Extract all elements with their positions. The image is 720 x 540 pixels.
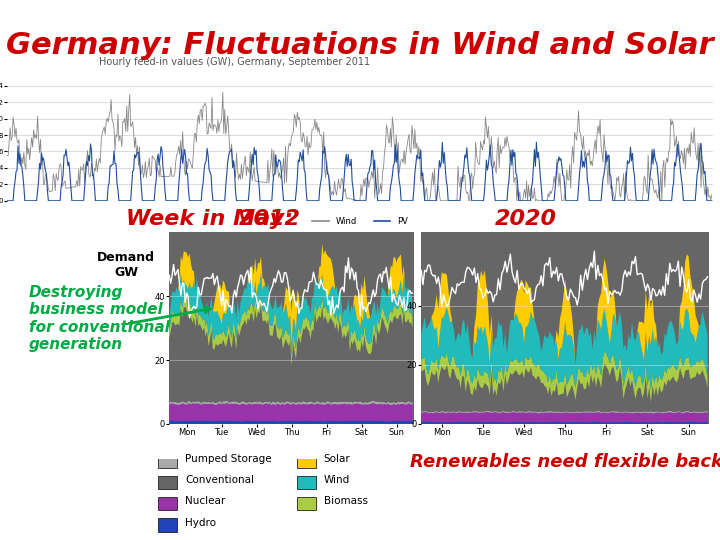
Text: 2020: 2020	[495, 208, 557, 229]
Wind	[708, 192, 716, 198]
PV	[16, 151, 24, 157]
Bar	[158, 455, 177, 468]
Bar	[297, 455, 315, 468]
Wind	[448, 198, 456, 204]
Wind	[160, 173, 168, 180]
Text: 2012: 2012	[239, 208, 301, 229]
Bar	[158, 497, 177, 510]
Text: Nuclear: Nuclear	[185, 496, 225, 507]
PV	[197, 198, 206, 204]
Text: Wind: Wind	[323, 475, 350, 485]
Bar	[158, 476, 177, 489]
Text: Germany: Fluctuations in Wind and Solar: Germany: Fluctuations in Wind and Solar	[6, 31, 714, 60]
Text: Hourly feed-in values (GW), Germany, September 2011: Hourly feed-in values (GW), Germany, Sep…	[99, 57, 370, 67]
Bar	[297, 476, 315, 489]
PV	[532, 139, 541, 145]
PV	[446, 198, 454, 204]
Text: Destroying
business model
for conventional
generation: Destroying business model for convention…	[29, 285, 170, 352]
Wind	[197, 106, 206, 112]
Wind	[469, 186, 477, 192]
Text: Hydro: Hydro	[185, 517, 216, 528]
Line: Wind: Wind	[7, 92, 712, 201]
PV	[3, 198, 12, 204]
Text: Solar: Solar	[323, 454, 351, 464]
Text: Conventional: Conventional	[185, 475, 254, 485]
Wind	[3, 152, 12, 159]
Text: Biomass: Biomass	[323, 496, 368, 507]
Wind	[420, 198, 429, 204]
PV	[88, 172, 96, 179]
Bar	[158, 518, 177, 531]
Wind	[16, 161, 24, 167]
Text: Week in May:: Week in May:	[126, 208, 293, 229]
Text: Demand
GW: Demand GW	[97, 251, 155, 279]
Wind	[88, 167, 96, 174]
Text: Pumped Storage: Pumped Storage	[185, 454, 271, 464]
Line: PV: PV	[7, 142, 712, 201]
PV	[467, 184, 475, 191]
PV	[708, 198, 716, 204]
PV	[160, 173, 168, 179]
Text: Renewables need flexible back-up: Renewables need flexible back-up	[410, 453, 720, 471]
Legend: Wind, PV: Wind, PV	[309, 214, 411, 230]
Wind	[218, 89, 227, 96]
Bar	[297, 497, 315, 510]
